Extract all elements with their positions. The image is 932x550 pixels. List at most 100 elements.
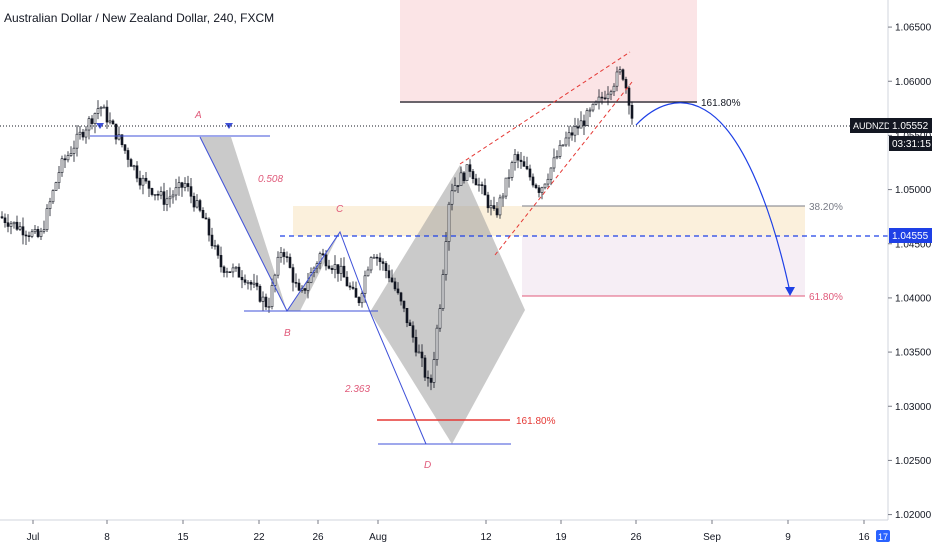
candle-body [276, 256, 280, 276]
candle-body [291, 267, 295, 283]
wedge-channel [459, 51, 633, 256]
candle-body [456, 185, 460, 187]
y-tick-label: 1.04000 [895, 293, 932, 304]
countdown-text: 03:31:15 [892, 139, 931, 150]
y-tick-label: 1.06500 [895, 23, 932, 34]
candle-body [612, 85, 616, 93]
candle-body [39, 230, 43, 237]
candle-body [156, 193, 160, 196]
candle-body [36, 229, 40, 237]
candle-body [12, 221, 16, 225]
fib-zone-upper [293, 206, 805, 236]
ratio-label-1: 0.508 [258, 174, 283, 185]
candle-body [438, 308, 442, 329]
price-axis [888, 0, 932, 550]
candle-body [624, 79, 628, 89]
candle-body [441, 274, 445, 309]
candle-body [414, 337, 418, 353]
candle-body [468, 164, 472, 172]
candle-body [303, 288, 307, 291]
candle-body [546, 178, 550, 185]
y-tick-label: 1.06000 [895, 77, 932, 88]
x-tick-label: Aug [369, 532, 387, 543]
candle-body [426, 376, 430, 379]
fib-label-161-upper: 161.80% [701, 98, 741, 109]
candle-body [21, 226, 25, 236]
candle-body [294, 282, 298, 284]
candle-body [333, 264, 337, 270]
fib-label-618: 61.80% [809, 292, 843, 303]
candle-body [444, 241, 448, 275]
candle-body [234, 266, 238, 269]
candle-body [573, 126, 577, 136]
candle-body [381, 261, 385, 264]
candle-body [24, 234, 28, 237]
candle-body [561, 144, 565, 147]
candle-body [516, 154, 520, 161]
candle-body [492, 205, 496, 209]
candle-body [585, 110, 589, 126]
candle-body [342, 265, 346, 278]
x-tick-label: 9 [785, 532, 791, 543]
candle-body [480, 184, 484, 186]
candle-body [48, 201, 52, 209]
candle-body [579, 120, 583, 129]
level-badge-text: 1.04555 [892, 231, 929, 242]
candle-body [216, 245, 220, 256]
candle-body [9, 223, 13, 227]
candle-body [66, 155, 70, 161]
candle-body [351, 286, 355, 289]
candle-body [618, 69, 622, 73]
candle-body [261, 296, 265, 302]
candle-body [366, 269, 370, 277]
candle-body [435, 327, 439, 360]
candle-body [582, 120, 586, 126]
candle-body [606, 93, 610, 99]
candle-body [384, 263, 388, 271]
candle-body [99, 106, 103, 109]
candle-body [126, 150, 130, 160]
candle-body [195, 200, 199, 208]
candle-body [147, 180, 151, 189]
pattern-lines [90, 135, 511, 445]
candle-body [84, 129, 88, 138]
candle-body [474, 178, 478, 186]
last-price-text: 1.05552 [892, 121, 929, 132]
candle-body [51, 190, 55, 203]
candle-body [87, 118, 91, 131]
candle-body [537, 187, 541, 193]
target-zone [400, 0, 697, 103]
candle-body [246, 281, 250, 284]
x-ticks: Jul 8 15 22 26 Aug 12 19 26 Sep 9 16 [27, 520, 870, 543]
candle-body [6, 222, 10, 227]
candle-body [42, 229, 46, 232]
candle-body [543, 183, 547, 189]
candle-body [171, 194, 175, 198]
candle-body [597, 96, 601, 103]
candle-body [60, 158, 64, 173]
candle-body [627, 87, 631, 106]
x-tick-label: 8 [104, 532, 110, 543]
candle-body [69, 153, 73, 156]
candle-body [129, 159, 133, 167]
candle-body [477, 184, 481, 186]
candle-body [96, 108, 100, 114]
candle-body [372, 256, 376, 259]
candle-body [3, 217, 7, 224]
candle-body [81, 131, 85, 138]
candle-body [615, 71, 619, 87]
candle-body [165, 198, 169, 205]
candle-body [609, 91, 613, 95]
candle-body [282, 252, 286, 257]
candle-body [123, 144, 127, 151]
candle-body [453, 185, 457, 192]
candle-body [105, 106, 109, 123]
candle-body [423, 357, 427, 378]
candle-body [159, 191, 163, 196]
candle-body [390, 277, 394, 283]
candle-body [201, 210, 205, 219]
candle-body [324, 254, 328, 267]
y-tick-label: 1.03500 [895, 348, 932, 359]
candle-body [360, 293, 364, 304]
